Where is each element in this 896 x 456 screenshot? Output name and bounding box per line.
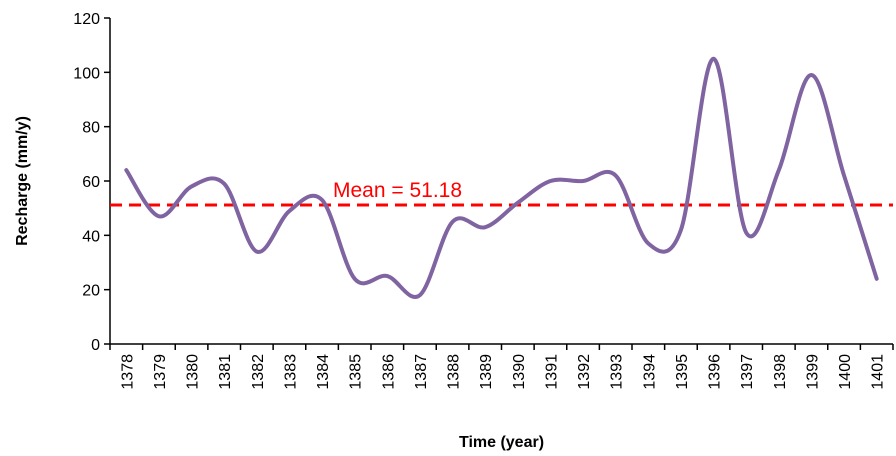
x-tick-label: 1379 (152, 354, 169, 390)
y-tick-label: 0 (91, 337, 100, 354)
x-tick-label: 1395 (674, 354, 691, 390)
x-tick-label: 1381 (217, 354, 234, 390)
x-tick-label: 1400 (837, 354, 854, 390)
series-line-recharge (124, 56, 879, 299)
y-tick-label: 100 (73, 65, 100, 82)
x-tick-label: 1399 (804, 354, 821, 390)
x-tick-label: 1394 (641, 354, 658, 390)
y-axis-title: Recharge (mm/y) (14, 116, 31, 246)
x-tick-label: 1386 (380, 354, 397, 390)
x-tick-label: 1401 (870, 354, 887, 390)
x-tick-label: 1378 (119, 354, 136, 390)
y-tick-label: 80 (82, 120, 100, 137)
series-group (124, 56, 879, 299)
x-tick-label: 1383 (282, 354, 299, 390)
x-tick-label: 1397 (739, 354, 756, 390)
mean-group: Mean = 51.18 (110, 179, 893, 207)
x-tick-label: 1398 (772, 354, 789, 390)
x-tick-label: 1380 (185, 354, 202, 390)
mean-label: Mean = 51.18 (333, 179, 462, 202)
x-tick-label: 1393 (609, 354, 626, 390)
y-axis: 0 20 40 60 80 100 120 (73, 11, 111, 354)
x-tick-label: 1387 (413, 354, 430, 390)
x-tick-label: 1391 (543, 354, 560, 390)
x-tick-label: 1389 (478, 354, 495, 390)
x-tick-label: 1382 (250, 354, 267, 390)
x-tick-label: 1390 (511, 354, 528, 390)
x-axis: 1378 1379 1380 1381 1382 1383 1384 1385 1386 1387… (109, 343, 894, 390)
x-tick-label: 1385 (348, 354, 365, 390)
x-tick-label: 1388 (446, 354, 463, 390)
x-tick-label: 1396 (707, 354, 724, 390)
x-tick-label: 1384 (315, 354, 332, 390)
x-axis-title: Time (year) (459, 434, 544, 451)
y-tick-label: 20 (82, 283, 100, 300)
y-tick-label: 60 (82, 174, 100, 191)
y-tick-label: 120 (73, 11, 100, 28)
x-tick-label: 1392 (576, 354, 593, 390)
y-tick-label: 40 (82, 228, 100, 245)
